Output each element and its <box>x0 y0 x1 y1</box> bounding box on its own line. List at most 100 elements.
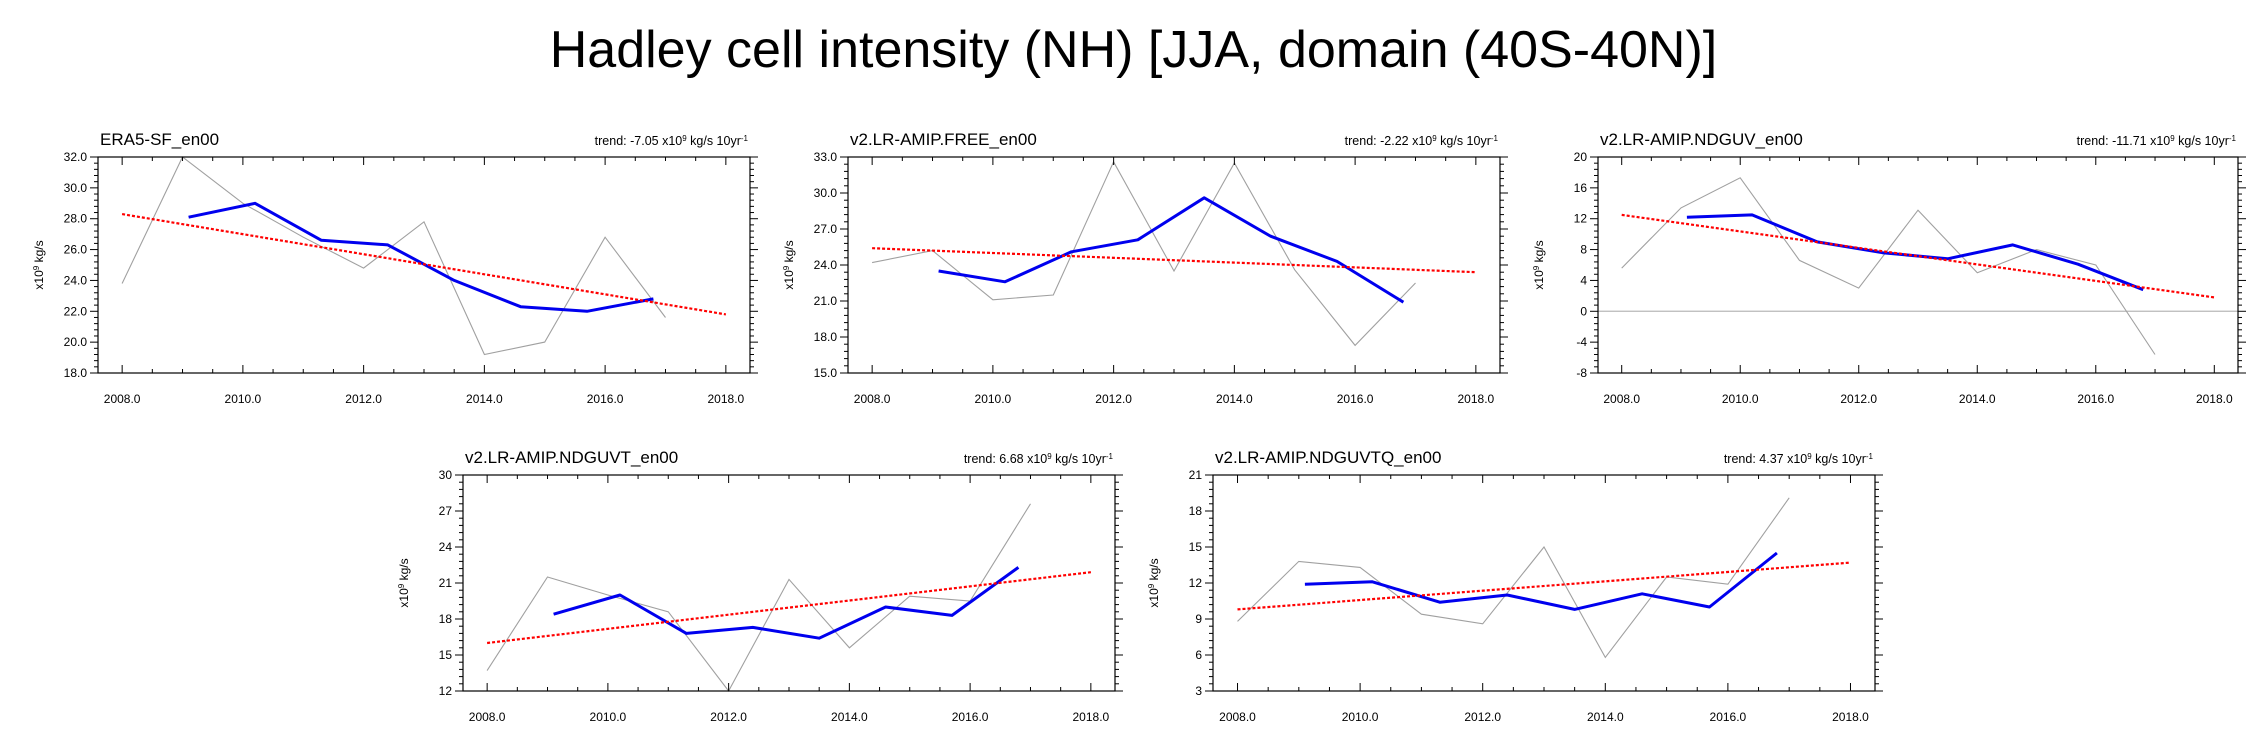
trend-annotation: trend: -2.22 x109 kg/s 10yr-1 <box>1345 134 1499 149</box>
plot-frame <box>1597 156 2239 374</box>
y-tick-label: 30.0 <box>64 181 88 195</box>
y-tick-label: 3 <box>1195 684 1202 698</box>
x-tick-label: 2008.0 <box>1219 710 1256 724</box>
y-tick-label: -8 <box>1576 366 1587 380</box>
x-tick-label: 2008.0 <box>469 710 506 724</box>
x-tick-label: 2012.0 <box>345 392 382 406</box>
series-running-mean-line <box>188 201 654 313</box>
x-tick-label: 2010.0 <box>975 392 1012 406</box>
y-tick-label: 22.0 <box>64 304 88 318</box>
x-tick-label: 2010.0 <box>590 710 627 724</box>
panel-title: ERA5-SF_en00 <box>100 130 219 149</box>
y-axis-label: x109 kg/s <box>782 240 797 289</box>
x-tick-label: 2008.0 <box>1603 392 1640 406</box>
chart-panel-3: 2008.0 2010.0 2012.0 2014.0 2016.0 2018.0 -8 -4… <box>1532 130 2246 406</box>
y-tick-label: 20.0 <box>64 335 88 349</box>
x-tick-label: 2016.0 <box>952 710 989 724</box>
x-tick-label: 2010.0 <box>1342 710 1379 724</box>
y-tick-label: 16 <box>1574 181 1588 195</box>
y-tick-label: 24.0 <box>64 273 88 287</box>
y-tick-label: 24 <box>439 540 453 554</box>
chart-panel-4: 2008.0 2010.0 2012.0 2014.0 2016.0 2018.0 12 15… <box>397 448 1123 724</box>
x-tick-label: 2018.0 <box>708 392 745 406</box>
series-trend-line <box>1237 561 1851 611</box>
chart-panel-2: 2008.0 2010.0 2012.0 2014.0 2016.0 2018.0 15.0… <box>782 130 1508 406</box>
y-tick-label: -4 <box>1576 335 1587 349</box>
x-tick-label: 2018.0 <box>1832 710 1869 724</box>
y-tick-label: 8 <box>1580 243 1587 257</box>
x-tick-label: 2018.0 <box>1073 710 1110 724</box>
series-annual-line <box>121 156 666 356</box>
chart-panel-5: 2008.0 2010.0 2012.0 2014.0 2016.0 2018.0 3 6 9 1… <box>1147 448 1883 724</box>
y-tick-label: 18.0 <box>814 330 838 344</box>
series-annual-line <box>486 503 1031 693</box>
y-tick-label: 26.0 <box>64 243 88 257</box>
panel-title: v2.LR-AMIP.NDGUV_en00 <box>1600 130 1803 149</box>
y-tick-label: 18.0 <box>64 366 88 380</box>
y-tick-label: 28.0 <box>64 212 88 226</box>
x-tick-label: 2012.0 <box>710 710 747 724</box>
series-running-mean-line <box>553 566 1020 640</box>
y-tick-label: 21 <box>439 576 453 590</box>
figure-title: Hadley cell intensity (NH) [JJA, domain … <box>549 21 1718 79</box>
x-tick-label: 2010.0 <box>1722 392 1759 406</box>
y-axis-label: x109 kg/s <box>397 558 412 607</box>
x-tick-label: 2012.0 <box>1464 710 1501 724</box>
y-tick-label: 6 <box>1195 648 1202 662</box>
series-running-mean-line <box>1304 551 1778 611</box>
series-trend-line <box>872 247 1476 274</box>
x-tick-label: 2016.0 <box>1337 392 1374 406</box>
y-tick-label: 4 <box>1580 273 1587 287</box>
y-tick-label: 27 <box>439 504 453 518</box>
x-tick-label: 2014.0 <box>1959 392 1996 406</box>
x-tick-label: 2012.0 <box>1840 392 1877 406</box>
series-annual-line <box>1237 497 1790 659</box>
y-tick-label: 33.0 <box>814 150 838 164</box>
y-tick-label: 18 <box>1189 504 1203 518</box>
y-tick-label: 27.0 <box>814 222 838 236</box>
y-tick-label: 9 <box>1195 612 1202 626</box>
series-running-mean-line <box>938 196 1405 304</box>
panel-title: v2.LR-AMIP.NDGUVT_en00 <box>465 448 678 467</box>
plot-frame <box>847 156 1501 374</box>
series-annual-line <box>871 160 1416 347</box>
trend-annotation: trend: -11.71 x109 kg/s 10yr-1 <box>2077 134 2237 149</box>
y-tick-label: 30 <box>439 468 453 482</box>
y-axis-label: x109 kg/s <box>1147 558 1162 607</box>
x-tick-label: 2018.0 <box>2196 392 2233 406</box>
y-axis-label: x109 kg/s <box>1532 240 1547 289</box>
trend-annotation: trend: 6.68 x109 kg/s 10yr-1 <box>964 452 1114 467</box>
x-tick-label: 2016.0 <box>1710 710 1747 724</box>
trend-annotation: trend: 4.37 x109 kg/s 10yr-1 <box>1724 452 1874 467</box>
y-tick-label: 30.0 <box>814 186 838 200</box>
x-tick-label: 2008.0 <box>104 392 141 406</box>
y-tick-label: 18 <box>439 612 453 626</box>
x-tick-label: 2014.0 <box>1587 710 1624 724</box>
x-tick-label: 2008.0 <box>854 392 891 406</box>
plot-frame <box>462 474 1116 692</box>
x-tick-label: 2014.0 <box>466 392 503 406</box>
x-tick-label: 2012.0 <box>1095 392 1132 406</box>
y-tick-label: 15 <box>1189 540 1203 554</box>
y-tick-label: 12 <box>1189 576 1203 590</box>
x-tick-label: 2018.0 <box>1458 392 1495 406</box>
x-tick-label: 2010.0 <box>225 392 262 406</box>
y-tick-label: 12 <box>1574 212 1588 226</box>
y-axis-label: x109 kg/s <box>32 240 47 289</box>
x-tick-label: 2016.0 <box>587 392 624 406</box>
y-tick-label: 15.0 <box>814 366 838 380</box>
y-tick-label: 15 <box>439 648 453 662</box>
panel-title: v2.LR-AMIP.FREE_en00 <box>850 130 1037 149</box>
series-annual-line <box>1621 177 2156 355</box>
x-tick-label: 2016.0 <box>2077 392 2114 406</box>
trend-annotation: trend: -7.05 x109 kg/s 10yr-1 <box>595 134 749 149</box>
y-tick-label: 32.0 <box>64 150 88 164</box>
y-tick-label: 21 <box>1189 468 1203 482</box>
series-trend-line <box>121 213 727 316</box>
x-tick-label: 2014.0 <box>831 710 868 724</box>
y-tick-label: 0 <box>1580 304 1587 318</box>
chart-panel-1: 2008.0 2010.0 2012.0 2014.0 2016.0 2018.0 18.0… <box>32 130 758 406</box>
y-tick-label: 21.0 <box>814 294 838 308</box>
y-tick-label: 24.0 <box>814 258 838 272</box>
